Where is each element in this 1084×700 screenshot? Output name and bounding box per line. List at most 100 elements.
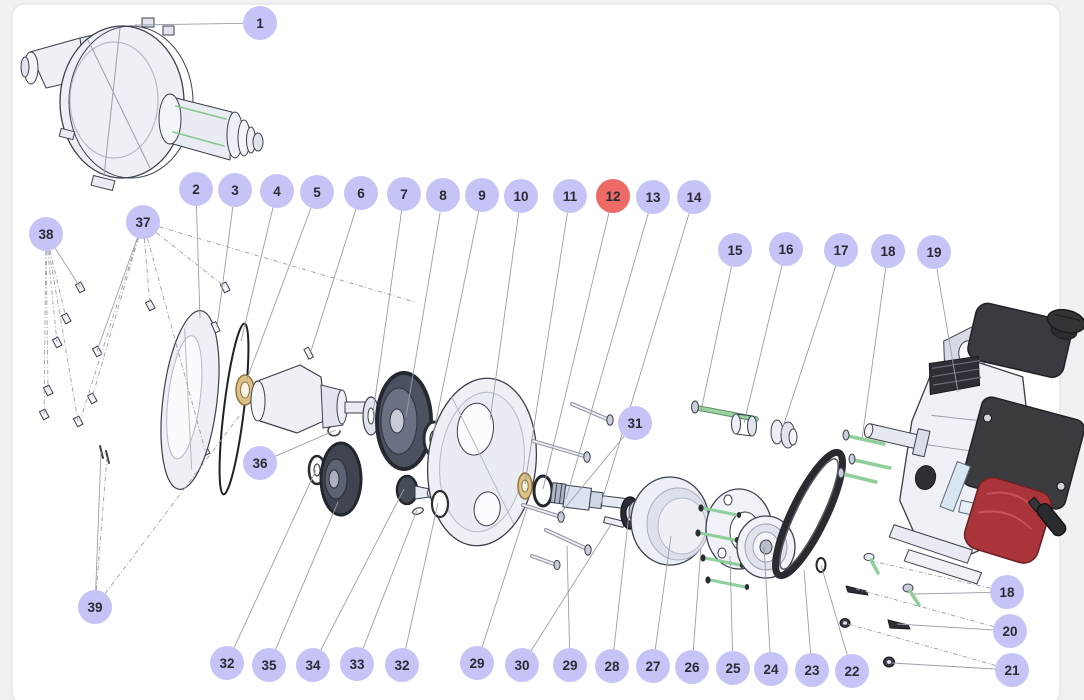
callout-8[interactable]: 8 [426,178,460,212]
callout-bubble[interactable] [636,180,670,214]
callout-7[interactable]: 7 [387,177,421,211]
callout-10[interactable]: 10 [504,179,538,213]
leader-line-39 [104,414,241,594]
callout-21[interactable]: 21 [995,653,1029,687]
callout-bubble[interactable] [636,649,670,683]
callout-24[interactable]: 24 [754,652,788,686]
callout-15[interactable]: 15 [718,233,752,267]
callout-bubble[interactable] [553,179,587,213]
callout-bubble[interactable] [505,648,539,682]
callout-38[interactable]: 38 [29,217,63,251]
callout-bubble[interactable] [596,179,630,213]
callout-bubble[interactable] [385,648,419,682]
callout-bubble[interactable] [218,173,252,207]
callout-36[interactable]: 36 [243,446,277,480]
callout-39[interactable]: 39 [78,590,112,624]
callout-6[interactable]: 6 [344,176,378,210]
callout-bubble[interactable] [716,651,750,685]
callout-bubble[interactable] [29,217,63,251]
callout-number: 26 [684,660,700,675]
callout-bubble[interactable] [718,233,752,267]
callout-bubble[interactable] [296,648,330,682]
callout-bubble[interactable] [769,232,803,266]
callout-11[interactable]: 11 [553,179,587,213]
callout-30[interactable]: 30 [505,648,539,682]
callout-37[interactable]: 37 [126,205,160,239]
callout-5[interactable]: 5 [300,175,334,209]
callout-bubble[interactable] [993,614,1027,648]
callout-28[interactable]: 28 [595,649,629,683]
leader-line-26 [692,547,702,651]
callout-bubble[interactable] [387,177,421,211]
leader-line-3 [216,206,234,328]
callout-bubble[interactable] [300,175,334,209]
callout-bubble[interactable] [835,654,869,688]
callout-bubble[interactable] [677,180,711,214]
leader-line-39 [95,456,108,591]
callout-32[interactable]: 32 [385,648,419,682]
leader-line-32 [405,502,439,649]
callout-bubble[interactable] [675,650,709,684]
callout-31[interactable]: 31 [618,406,652,440]
callout-29[interactable]: 29 [460,646,494,680]
callout-number: 10 [513,189,528,204]
callout-bubble[interactable] [126,205,160,239]
callout-bubble[interactable] [595,649,629,683]
callout-23[interactable]: 23 [795,653,829,687]
callout-17[interactable]: 17 [824,233,858,267]
callout-bubble[interactable] [344,176,378,210]
callout-3[interactable]: 3 [218,173,252,207]
callout-bubble[interactable] [917,235,951,269]
callout-12-active[interactable]: 12 [596,179,630,213]
leader-line-37 [156,232,226,288]
callout-26[interactable]: 26 [675,650,709,684]
callout-bubble[interactable] [995,653,1029,687]
callout-bubble[interactable] [504,179,538,213]
callout-2[interactable]: 2 [179,172,213,206]
callout-number: 4 [273,184,281,199]
callout-27[interactable]: 27 [636,649,670,683]
callout-18[interactable]: 18 [871,234,905,268]
callout-29[interactable]: 29 [553,648,587,682]
callout-bubble[interactable] [618,406,652,440]
callout-bubble[interactable] [754,652,788,686]
callout-bubble[interactable] [465,178,499,212]
callout-bubble[interactable] [210,646,244,680]
callout-bubble[interactable] [340,647,374,681]
callout-bubble[interactable] [260,174,294,208]
callout-35[interactable]: 35 [252,648,286,682]
callout-bubble[interactable] [179,172,213,206]
callout-bubble[interactable] [871,234,905,268]
callout-number: 18 [999,585,1015,600]
callout-bubble[interactable] [243,446,277,480]
callout-33[interactable]: 33 [340,647,374,681]
callout-13[interactable]: 13 [636,180,670,214]
leader-line-38 [48,250,79,422]
callout-32[interactable]: 32 [210,646,244,680]
callout-25[interactable]: 25 [716,651,750,685]
callout-bubble[interactable] [252,648,286,682]
callout-bubble[interactable] [553,648,587,682]
callout-4[interactable]: 4 [260,174,294,208]
callout-9[interactable]: 9 [465,178,499,212]
leader-line-25 [729,555,733,652]
callout-bubble[interactable] [243,6,277,40]
leader-line-35 [275,501,339,650]
callout-14[interactable]: 14 [677,180,711,214]
callout-bubble[interactable] [426,178,460,212]
callout-20[interactable]: 20 [993,614,1027,648]
callout-number: 7 [400,187,408,202]
callout-bubble[interactable] [990,575,1024,609]
leader-line-12 [542,212,610,490]
callout-bubble[interactable] [460,646,494,680]
callout-16[interactable]: 16 [769,232,803,266]
callout-1[interactable]: 1 [243,6,277,40]
callout-bubble[interactable] [78,590,112,624]
callout-19[interactable]: 19 [917,235,951,269]
callout-34[interactable]: 34 [296,648,330,682]
leader-line-6 [309,209,357,355]
callout-bubble[interactable] [795,653,829,687]
callout-bubble[interactable] [824,233,858,267]
callout-18[interactable]: 18 [990,575,1024,609]
callout-22[interactable]: 22 [835,654,869,688]
